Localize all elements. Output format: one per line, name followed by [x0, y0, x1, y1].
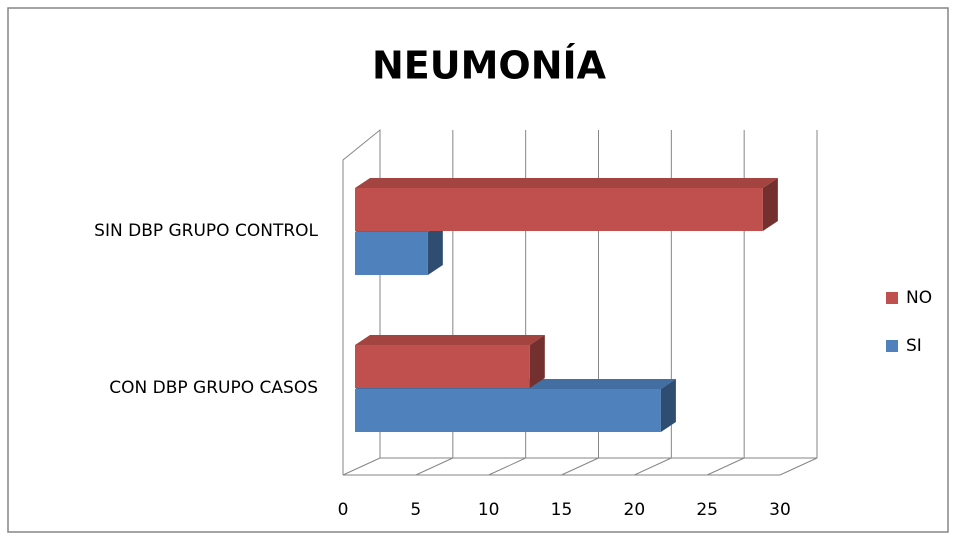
- x-tick-label: 15: [551, 500, 573, 520]
- y-tick-label: CON DBP GRUPO CASOS: [109, 378, 318, 398]
- bar-top: [355, 178, 778, 188]
- grid-line: [634, 130, 672, 476]
- x-tick-label: 25: [696, 500, 718, 520]
- legend-swatch: [886, 292, 898, 304]
- x-tick-label: 0: [338, 500, 349, 520]
- grid-line: [779, 130, 818, 476]
- bar-top: [355, 335, 545, 345]
- x-tick-label: 20: [624, 500, 646, 520]
- grid-line: [488, 130, 527, 476]
- bar-side: [660, 379, 676, 432]
- legend-label: SI: [906, 336, 922, 356]
- grid-line: [706, 130, 745, 476]
- grid-line: [415, 130, 454, 476]
- bar-side: [762, 178, 778, 231]
- legend-swatch: [886, 340, 898, 352]
- bar: [355, 389, 661, 432]
- bar-side: [529, 335, 545, 388]
- x-tick-label: 5: [410, 500, 421, 520]
- y-tick-label: SIN DBP GRUPO CONTROL: [94, 221, 318, 241]
- x-tick-label: 10: [478, 500, 500, 520]
- bar: [355, 188, 763, 231]
- bar-side: [427, 222, 443, 275]
- grid-line: [561, 130, 599, 476]
- bar: [355, 232, 428, 275]
- bar: [355, 345, 530, 388]
- chart-title: NEUMONÍA: [372, 44, 607, 88]
- chart-border: [7, 7, 949, 533]
- legend-label: NO: [906, 288, 932, 308]
- x-tick-label: 30: [769, 500, 791, 520]
